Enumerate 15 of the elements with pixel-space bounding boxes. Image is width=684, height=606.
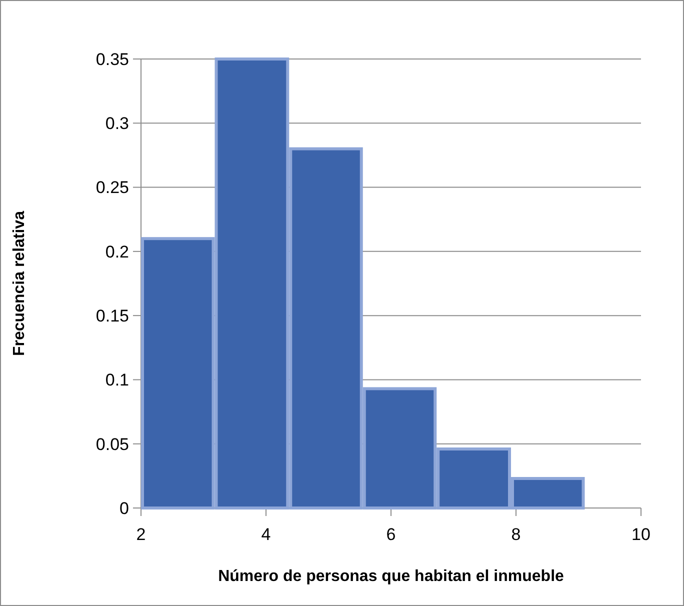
y-tick-label: 0.15 <box>96 306 129 326</box>
y-tick-label: 0.3 <box>105 114 129 134</box>
y-tick-label: 0.1 <box>105 370 129 390</box>
y-tick-label: 0.35 <box>96 50 129 69</box>
x-tick-label: 4 <box>261 525 271 544</box>
y-tick-label: 0.2 <box>105 242 129 262</box>
y-tick-label: 0.25 <box>96 178 129 198</box>
x-tick-label: 2 <box>136 525 146 544</box>
y-tick-label: 0 <box>120 498 129 518</box>
x-tick-label: 6 <box>386 525 396 544</box>
x-tick-label: 10 <box>632 525 650 544</box>
y-tick-label: 0.05 <box>96 434 129 454</box>
x-tick-label: 8 <box>511 525 521 544</box>
x-axis-title: Número de personas que habitan el inmueble <box>218 568 564 585</box>
y-axis-title: Frecuencia relativa <box>11 210 28 356</box>
